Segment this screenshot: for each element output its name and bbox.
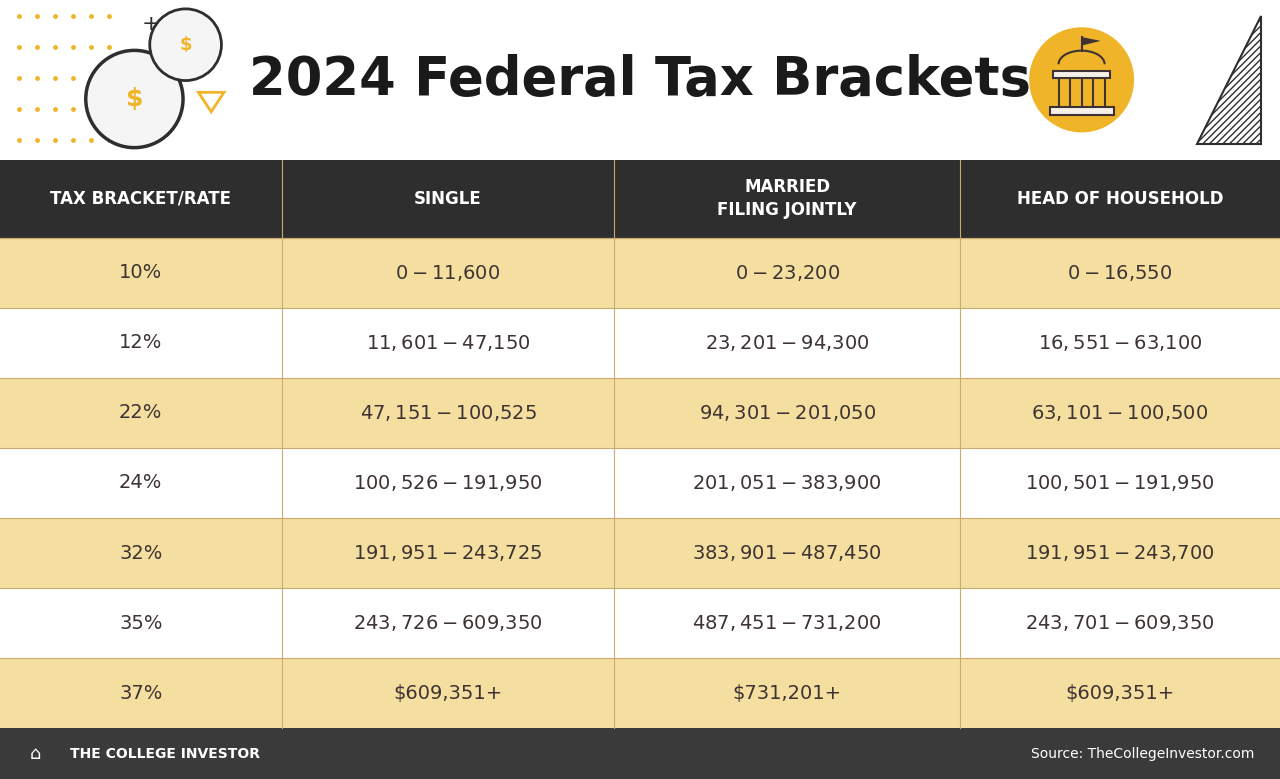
Text: HEAD OF HOUSEHOLD: HEAD OF HOUSEHOLD — [1016, 189, 1224, 208]
Bar — [0, 0, 1280, 160]
Bar — [0, 588, 1280, 658]
Text: $243,726 - $609,350: $243,726 - $609,350 — [353, 613, 543, 633]
Text: $63,101 - $100,500: $63,101 - $100,500 — [1032, 403, 1208, 423]
Bar — [1050, 107, 1114, 115]
Text: $609,351+: $609,351+ — [393, 684, 503, 703]
Text: Source: TheCollegeInvestor.com: Source: TheCollegeInvestor.com — [1030, 747, 1254, 760]
Bar — [0, 448, 1280, 518]
Text: THE COLLEGE INVESTOR: THE COLLEGE INVESTOR — [70, 747, 260, 760]
Text: $0 - $16,550: $0 - $16,550 — [1068, 263, 1172, 283]
Text: $0 - $11,600: $0 - $11,600 — [396, 263, 500, 283]
Polygon shape — [1082, 37, 1101, 45]
Text: MARRIED
FILING JOINTLY: MARRIED FILING JOINTLY — [718, 178, 856, 220]
Text: $94,301 - $201,050: $94,301 - $201,050 — [699, 403, 876, 423]
Ellipse shape — [150, 9, 221, 80]
Bar — [0, 160, 1280, 238]
Text: $100,526 - $191,950: $100,526 - $191,950 — [353, 473, 543, 493]
Text: 2024 Federal Tax Brackets: 2024 Federal Tax Brackets — [250, 54, 1030, 106]
Ellipse shape — [1029, 27, 1134, 132]
Bar — [0, 518, 1280, 588]
Text: $191,951 - $243,725: $191,951 - $243,725 — [353, 543, 543, 563]
Text: 37%: 37% — [119, 684, 163, 703]
Text: 10%: 10% — [119, 263, 163, 282]
Bar — [1053, 72, 1110, 78]
Text: $243,701 - $609,350: $243,701 - $609,350 — [1025, 613, 1215, 633]
Text: $383,901 - $487,450: $383,901 - $487,450 — [692, 543, 882, 563]
Text: 22%: 22% — [119, 404, 163, 422]
Text: $609,351+: $609,351+ — [1065, 684, 1175, 703]
Text: TAX BRACKET/RATE: TAX BRACKET/RATE — [50, 189, 232, 208]
Text: $0 - $23,200: $0 - $23,200 — [735, 263, 840, 283]
Text: $: $ — [125, 87, 143, 111]
Bar — [0, 238, 1280, 308]
Text: $11,601 - $47,150: $11,601 - $47,150 — [366, 333, 530, 353]
Text: $487,451 - $731,200: $487,451 - $731,200 — [692, 613, 882, 633]
Text: $: $ — [179, 36, 192, 54]
Text: 12%: 12% — [119, 333, 163, 352]
Text: 32%: 32% — [119, 544, 163, 562]
Bar — [0, 308, 1280, 378]
Bar — [0, 728, 1280, 779]
Text: $47,151 - $100,525: $47,151 - $100,525 — [360, 403, 536, 423]
Text: 24%: 24% — [119, 474, 163, 492]
Bar — [0, 378, 1280, 448]
Text: $731,201+: $731,201+ — [732, 684, 842, 703]
Text: 35%: 35% — [119, 614, 163, 633]
Text: $100,501 - $191,950: $100,501 - $191,950 — [1025, 473, 1215, 493]
Text: ⌂: ⌂ — [31, 745, 41, 763]
Ellipse shape — [86, 51, 183, 148]
Text: SINGLE: SINGLE — [415, 189, 481, 208]
Text: $191,951 - $243,700: $191,951 - $243,700 — [1025, 543, 1215, 563]
Text: $16,551 - $63,100: $16,551 - $63,100 — [1038, 333, 1202, 353]
Text: +: + — [142, 14, 160, 34]
Bar — [0, 658, 1280, 728]
Text: $23,201 - $94,300: $23,201 - $94,300 — [705, 333, 869, 353]
Text: $201,051 - $383,900: $201,051 - $383,900 — [692, 473, 882, 493]
